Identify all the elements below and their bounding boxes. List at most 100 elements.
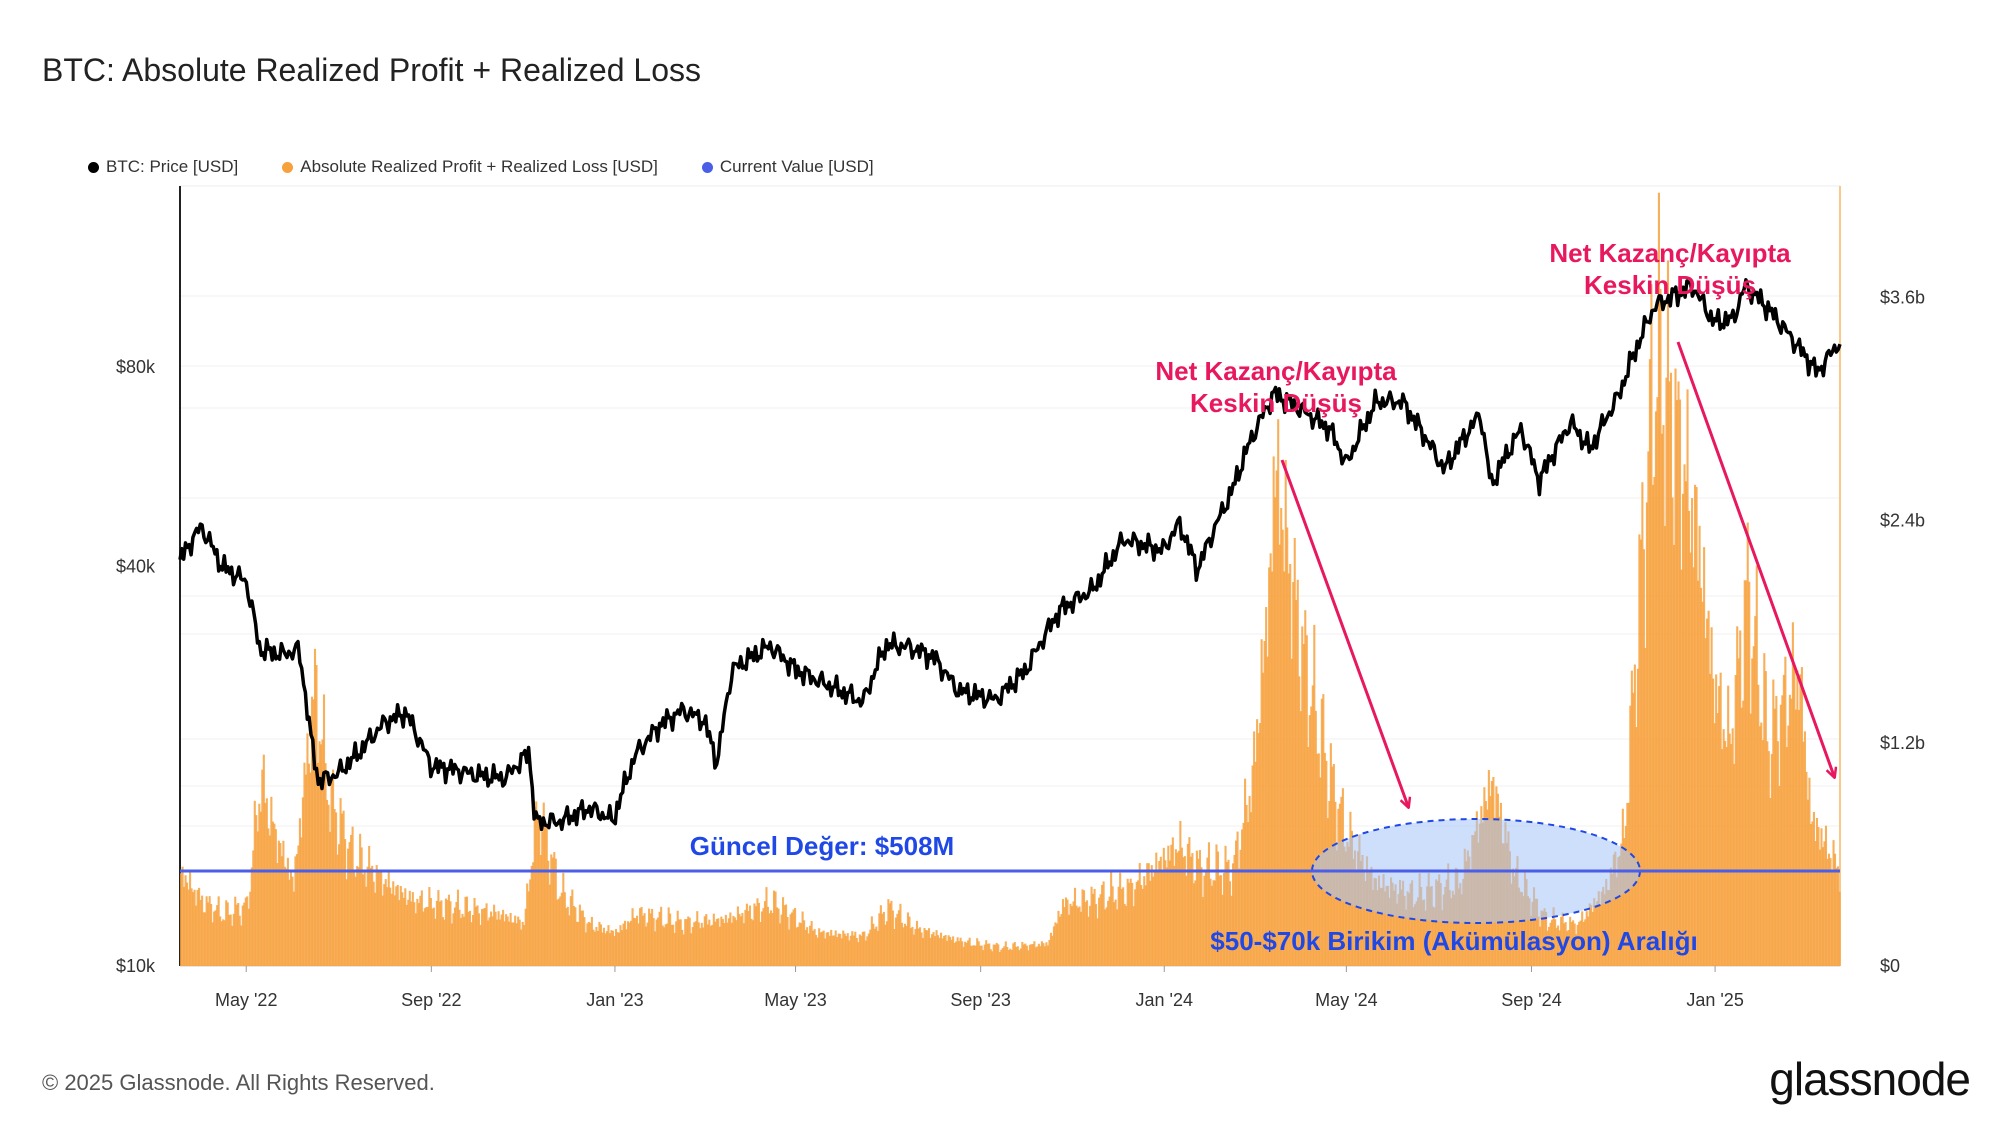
legend-item-price[interactable]: BTC: Price [USD] bbox=[88, 157, 238, 177]
profit-loss-bar bbox=[1272, 456, 1275, 966]
profit-loss-bar bbox=[350, 834, 353, 966]
profit-loss-bar bbox=[390, 893, 393, 966]
annotation-drop-2025-line2: Keskin Düşüş bbox=[1584, 270, 1756, 300]
profit-loss-bar bbox=[693, 922, 696, 966]
profit-loss-bar bbox=[1352, 858, 1355, 966]
profit-loss-bar bbox=[1239, 849, 1242, 966]
profit-loss-bar bbox=[431, 908, 434, 966]
profit-loss-bar bbox=[727, 918, 730, 966]
profit-loss-bar bbox=[1632, 692, 1635, 966]
profit-loss-bar bbox=[261, 769, 264, 966]
profit-loss-bar bbox=[709, 925, 712, 966]
profit-loss-bar bbox=[836, 936, 839, 966]
profit-loss-bar bbox=[1439, 883, 1442, 966]
profit-loss-bar bbox=[208, 896, 211, 966]
profit-loss-bar bbox=[747, 911, 750, 966]
profit-loss-bar bbox=[303, 762, 306, 966]
profit-loss-bar bbox=[1185, 875, 1188, 966]
profit-loss-bar bbox=[1791, 622, 1794, 966]
profit-loss-bar bbox=[1651, 484, 1654, 966]
profit-loss-bar bbox=[452, 913, 455, 966]
profit-loss-bar bbox=[1368, 871, 1372, 966]
profit-loss-bar bbox=[1436, 881, 1439, 966]
profit-loss-bar bbox=[1192, 883, 1195, 966]
profit-loss-bar bbox=[438, 901, 441, 966]
profit-loss-bar bbox=[399, 885, 402, 966]
profit-loss-bar bbox=[565, 908, 568, 966]
profit-loss-bar bbox=[366, 866, 369, 966]
profit-loss-bar bbox=[1600, 891, 1603, 966]
profit-loss-bar bbox=[1067, 914, 1071, 966]
profit-loss-bar bbox=[1061, 899, 1065, 966]
profit-loss-bar bbox=[1146, 863, 1149, 966]
profit-loss-bar bbox=[1790, 698, 1793, 966]
profit-loss-bar bbox=[1227, 859, 1230, 966]
profit-loss-bar bbox=[1048, 940, 1051, 966]
profit-loss-bar bbox=[592, 929, 595, 966]
profit-loss-bar bbox=[205, 896, 208, 966]
profit-loss-bar bbox=[503, 921, 506, 966]
profit-loss-bar bbox=[476, 905, 479, 966]
legend-item-profit-loss[interactable]: Absolute Realized Profit + Realized Loss… bbox=[282, 157, 658, 177]
profit-loss-bar bbox=[866, 936, 869, 966]
profit-loss-bar bbox=[1755, 565, 1758, 966]
profit-loss-bar bbox=[186, 882, 189, 966]
profit-loss-bar bbox=[1564, 922, 1567, 966]
profit-loss-bar bbox=[1031, 944, 1034, 966]
profit-loss-bar bbox=[1542, 911, 1545, 966]
profit-loss-bar bbox=[831, 935, 834, 966]
profit-loss-bar bbox=[1763, 653, 1766, 966]
right-axis-tick-label: $2.4b bbox=[1880, 510, 1925, 530]
legend-item-current-value[interactable]: Current Value [USD] bbox=[701, 157, 874, 177]
profit-loss-bar bbox=[1271, 571, 1274, 966]
profit-loss-bar bbox=[297, 845, 300, 966]
legend-label-current-value: Current Value [USD] bbox=[719, 157, 874, 176]
profit-loss-bar bbox=[527, 891, 530, 966]
profit-loss-bar bbox=[604, 933, 607, 966]
profit-loss-bar bbox=[345, 879, 348, 966]
profit-loss-bar bbox=[1164, 860, 1167, 966]
profit-loss-bar bbox=[869, 929, 872, 966]
profit-loss-bar bbox=[620, 930, 624, 966]
profit-loss-bar bbox=[673, 932, 676, 966]
profit-loss-bar bbox=[1212, 880, 1215, 966]
profit-loss-bar bbox=[1575, 934, 1578, 966]
profit-loss-bar bbox=[1435, 879, 1438, 966]
x-axis-tick-label: Jan '25 bbox=[1686, 990, 1743, 1010]
profit-loss-bar bbox=[1596, 901, 1599, 966]
annotation-accumulation-range: $50-$70k Birikim (Akümülasyon) Aralığı bbox=[1210, 926, 1697, 956]
profit-loss-bar bbox=[1033, 941, 1036, 966]
profit-loss-bar bbox=[1742, 700, 1745, 966]
profit-loss-bar bbox=[538, 815, 541, 966]
profit-loss-bar bbox=[252, 850, 255, 966]
profit-loss-bar bbox=[568, 915, 571, 966]
profit-loss-bar bbox=[315, 665, 318, 966]
profit-loss-bar bbox=[365, 886, 368, 966]
profit-loss-bar bbox=[1143, 876, 1146, 966]
profit-loss-bar bbox=[237, 902, 240, 966]
profit-loss-bar bbox=[1018, 950, 1021, 966]
profit-loss-bar bbox=[241, 905, 244, 966]
profit-loss-bar bbox=[1025, 945, 1028, 966]
profit-loss-bar bbox=[1776, 741, 1779, 966]
profit-loss-bar bbox=[1727, 685, 1730, 966]
profit-loss-bar bbox=[231, 925, 234, 966]
profit-loss-bar bbox=[1111, 886, 1114, 966]
profit-loss-bar bbox=[1412, 907, 1415, 966]
profit-loss-bar bbox=[914, 929, 917, 966]
profit-loss-bar bbox=[557, 898, 560, 966]
profit-loss-bar bbox=[1752, 646, 1755, 966]
profit-loss-bar bbox=[1743, 580, 1746, 966]
profit-loss-bar bbox=[1307, 747, 1310, 966]
profit-loss-bar bbox=[1829, 858, 1832, 966]
profit-loss-bar bbox=[1817, 827, 1820, 966]
profit-loss-bar bbox=[1278, 544, 1281, 966]
profit-loss-bar bbox=[502, 909, 505, 966]
profit-loss-bar bbox=[1666, 260, 1670, 966]
profit-loss-bar bbox=[1730, 744, 1733, 966]
profit-loss-bar bbox=[1793, 668, 1796, 966]
profit-loss-bar bbox=[938, 937, 941, 966]
profit-loss-bar bbox=[1122, 887, 1125, 966]
profit-loss-bar bbox=[1101, 884, 1104, 966]
profit-loss-bar bbox=[1820, 828, 1823, 966]
